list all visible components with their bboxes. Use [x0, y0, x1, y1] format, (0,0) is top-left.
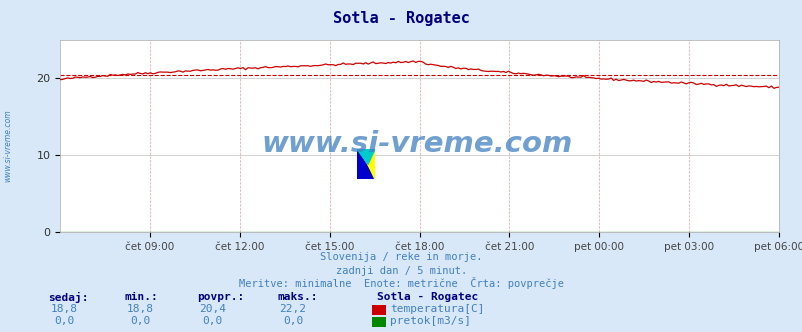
- Text: maks.:: maks.:: [277, 292, 317, 302]
- Text: www.si-vreme.com: www.si-vreme.com: [3, 110, 13, 182]
- Text: Slovenija / reke in morje.: Slovenija / reke in morje.: [320, 252, 482, 262]
- Bar: [371, 305, 386, 315]
- Bar: [371, 317, 386, 327]
- Text: www.si-vreme.com: www.si-vreme.com: [261, 130, 573, 158]
- Text: 18,8: 18,8: [51, 304, 78, 314]
- Text: 18,8: 18,8: [127, 304, 154, 314]
- Text: 0,0: 0,0: [130, 316, 151, 326]
- Text: 0,0: 0,0: [282, 316, 303, 326]
- Text: povpr.:: povpr.:: [196, 292, 244, 302]
- Text: min.:: min.:: [124, 292, 158, 302]
- Text: 20,4: 20,4: [199, 304, 226, 314]
- Text: sedaj:: sedaj:: [48, 291, 88, 303]
- Polygon shape: [357, 149, 375, 164]
- Polygon shape: [367, 149, 375, 179]
- Text: zadnji dan / 5 minut.: zadnji dan / 5 minut.: [335, 266, 467, 276]
- Text: 22,2: 22,2: [279, 304, 306, 314]
- Text: temperatura[C]: temperatura[C]: [390, 304, 484, 314]
- Text: pretok[m3/s]: pretok[m3/s]: [390, 316, 471, 326]
- Text: Meritve: minimalne  Enote: metrične  Črta: povprečje: Meritve: minimalne Enote: metrične Črta:…: [239, 277, 563, 289]
- Polygon shape: [357, 149, 375, 179]
- Text: 0,0: 0,0: [54, 316, 75, 326]
- Text: Sotla - Rogatec: Sotla - Rogatec: [377, 292, 478, 302]
- Text: 0,0: 0,0: [202, 316, 223, 326]
- Text: Sotla - Rogatec: Sotla - Rogatec: [333, 11, 469, 26]
